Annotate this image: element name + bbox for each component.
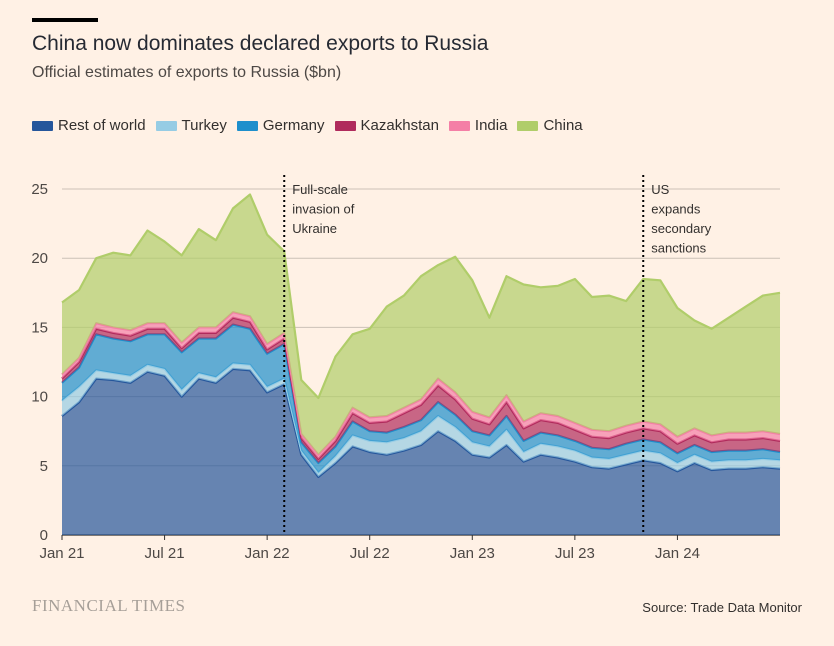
x-tick-label: Jul 22 (350, 545, 390, 562)
legend-swatch (236, 120, 258, 131)
x-tick-label: Jan 24 (655, 545, 700, 562)
legend-swatch (334, 120, 356, 131)
annotation-text: Ukraine (292, 221, 337, 236)
ft-logo: FINANCIAL TIMES (32, 596, 186, 615)
x-tick-label: Jan 22 (245, 545, 290, 562)
annotation-text: invasion of (292, 202, 355, 217)
annotation-text: sanctions (651, 241, 706, 256)
legend-swatch (32, 120, 53, 131)
chart-title: China now dominates declared exports to … (32, 32, 489, 55)
chart-subtitle: Official estimates of exports to Russia … (32, 64, 342, 81)
legend-item: Germany (236, 117, 325, 134)
area-series (62, 317, 780, 463)
annotation-text: expands (651, 202, 701, 217)
legend-item: Turkey (155, 117, 227, 134)
legend-label: Turkey (181, 117, 227, 134)
legend-item: Rest of world (32, 117, 146, 134)
area-series (62, 324, 780, 473)
series-top-line (61, 193, 781, 400)
x-tick-label: Jul 23 (555, 545, 595, 562)
legend-item: China (517, 117, 583, 134)
legend-label: Kazakhstan (360, 117, 439, 134)
legend-label: Germany (262, 117, 325, 134)
chart-legend: Rest of world Turkey Germany Kazakhstan Indi… (32, 117, 583, 134)
x-tick-label: Jan 21 (39, 545, 84, 562)
stacked-area-chart: 0 5 10 15 20 25 Jan 21 Jul 21 Jan 22 Jul 22 Jan 23… (31, 175, 781, 562)
legend-swatch (448, 120, 470, 131)
annotation-text: US (651, 182, 669, 197)
x-tick-label: Jan 23 (450, 545, 495, 562)
legend-item: India (448, 117, 508, 134)
y-tick-label: 25 (31, 181, 48, 198)
area-series (62, 194, 780, 455)
legend-label: Rest of world (58, 117, 146, 134)
legend-swatch (155, 120, 177, 131)
ft-top-bar (32, 18, 98, 22)
annotation-text: Full-scale (292, 182, 348, 197)
y-tick-label: 10 (31, 389, 48, 406)
y-tick-label: 20 (31, 250, 48, 267)
source-note: Source: Trade Data Monitor (642, 600, 802, 615)
legend-swatch (517, 120, 539, 131)
y-tick-label: 0 (40, 527, 48, 544)
legend-label: China (543, 117, 583, 134)
area-series (62, 368, 780, 535)
legend-item: Kazakhstan (334, 117, 439, 134)
y-tick-label: 15 (31, 319, 48, 336)
x-tick-label: Jul 21 (145, 545, 185, 562)
y-tick-label: 5 (40, 458, 48, 475)
annotation-text: secondary (651, 221, 711, 236)
legend-label: India (474, 117, 508, 134)
